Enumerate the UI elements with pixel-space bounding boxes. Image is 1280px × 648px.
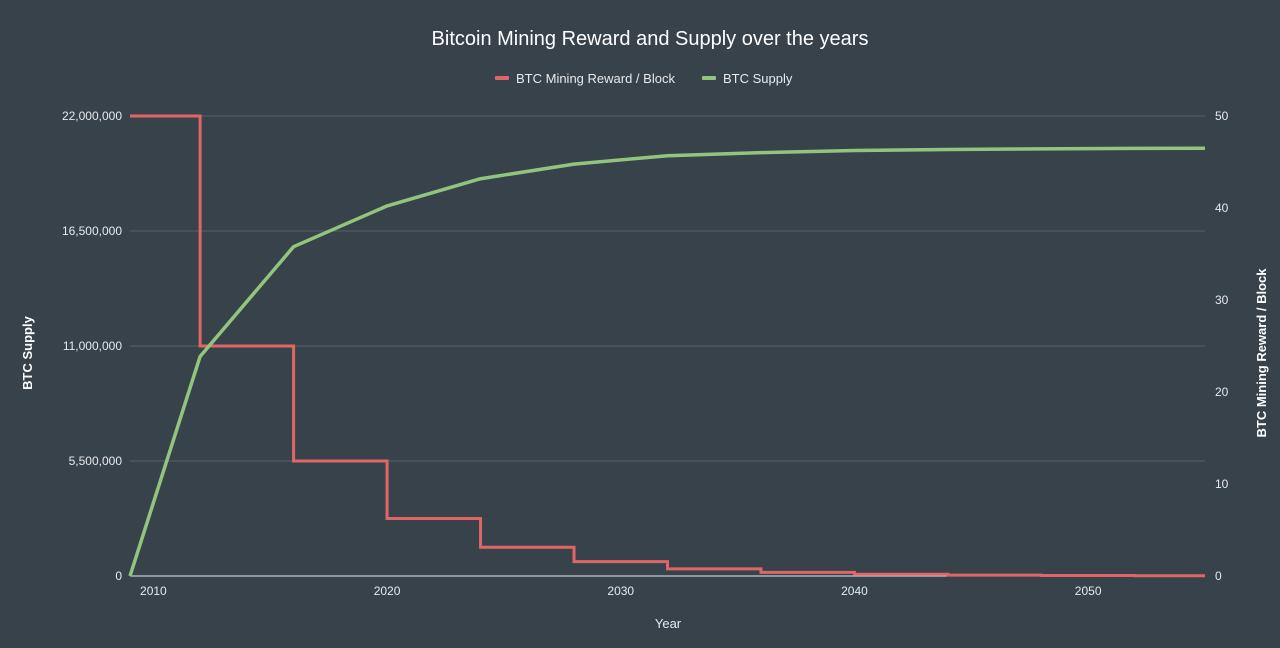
y-right-ticks: 0 10 20 30 40 50 (1215, 109, 1229, 583)
y-right-axis-label: BTC Mining Reward / Block (1254, 268, 1269, 438)
y-right-tick-label: 40 (1215, 201, 1229, 215)
y-left-tick-label: 22,000,000 (62, 109, 122, 123)
y-right-tick-label: 0 (1215, 569, 1222, 583)
y-left-tick-label: 5,500,000 (69, 454, 123, 468)
y-left-tick-label: 0 (115, 569, 122, 583)
y-right-tick-label: 50 (1215, 109, 1229, 123)
legend-label-reward: BTC Mining Reward / Block (516, 71, 675, 86)
x-tick-label: 2040 (841, 584, 868, 598)
x-tick-label: 2030 (607, 584, 634, 598)
series-line-supply (130, 148, 1205, 576)
x-ticks: 2010 2020 2030 2040 2050 (140, 584, 1102, 598)
x-tick-label: 2010 (140, 584, 167, 598)
y-right-tick-label: 20 (1215, 385, 1229, 399)
x-tick-label: 2020 (374, 584, 401, 598)
y-left-axis-label: BTC Supply (20, 315, 35, 389)
legend-swatch-supply (702, 76, 716, 80)
y-left-ticks: 0 5,500,000 11,000,000 16,500,000 22,000,000 (62, 109, 122, 583)
y-right-tick-label: 10 (1215, 477, 1229, 491)
x-tick-label: 2050 (1075, 584, 1102, 598)
legend: BTC Mining Reward / Block BTC Supply (495, 71, 793, 86)
y-left-tick-label: 16,500,000 (62, 224, 122, 238)
legend-swatch-reward (495, 76, 509, 80)
x-axis-label: Year (655, 616, 682, 631)
legend-label-supply: BTC Supply (723, 71, 793, 86)
y-left-tick-label: 11,000,000 (63, 339, 122, 353)
chart-title: Bitcoin Mining Reward and Supply over th… (432, 28, 869, 50)
y-right-tick-label: 30 (1215, 293, 1229, 307)
